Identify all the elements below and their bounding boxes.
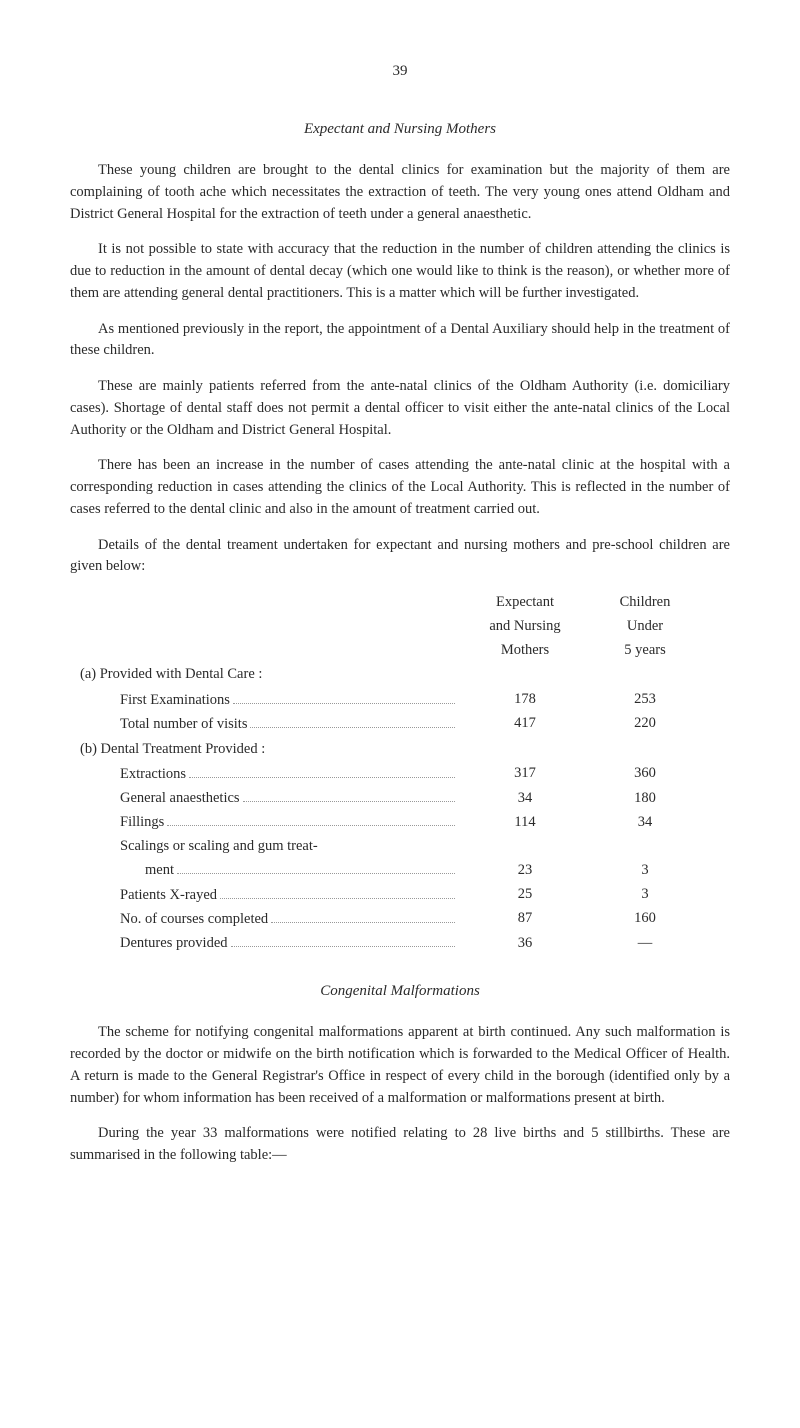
row-value-1: 417	[460, 713, 590, 735]
table-row: First Examinations 178 253	[70, 689, 730, 711]
row-label: First Examinations	[120, 690, 230, 712]
dotted-leader	[243, 788, 455, 803]
row-value-2	[590, 836, 700, 858]
paragraph-1: These young children are brought to the …	[70, 160, 730, 225]
section-title-2: Congenital Malformations	[70, 980, 730, 1003]
table-row: Scalings or scaling and gum treat-	[70, 836, 730, 858]
dotted-leader	[250, 713, 455, 728]
row-value-2: 160	[590, 908, 700, 930]
row-value-1: 36	[460, 933, 590, 955]
dotted-leader	[231, 933, 455, 948]
paragraph-5: There has been an increase in the number…	[70, 455, 730, 520]
row-value-2: 3	[590, 860, 700, 882]
row-label: Fillings	[120, 812, 164, 834]
page-number: 39	[70, 60, 730, 83]
row-value-1: 34	[460, 788, 590, 810]
dotted-leader	[233, 689, 455, 704]
paragraph-6: Details of the dental treament undertake…	[70, 535, 730, 579]
col2-header-line1: Children	[590, 592, 700, 614]
dotted-leader	[220, 884, 455, 899]
table-row: Dentures provided 36 —	[70, 933, 730, 955]
row-value-2: 3	[590, 884, 700, 906]
row-value-1: 87	[460, 908, 590, 930]
data-table: Expectant Children and Nursing Under Mot…	[70, 592, 730, 955]
col1-header-line1: Expectant	[460, 592, 590, 614]
row-value-2: 360	[590, 763, 700, 785]
table-header-row-3: Mothers 5 years	[70, 640, 730, 662]
row-value-1: 114	[460, 812, 590, 834]
table-row: Extractions 317 360	[70, 763, 730, 785]
row-value-1: 178	[460, 689, 590, 711]
table-row: General anaesthetics 34 180	[70, 788, 730, 810]
dotted-leader	[189, 763, 455, 778]
row-value-1	[460, 836, 590, 858]
row-label: No. of courses completed	[120, 909, 268, 931]
paragraph-4: These are mainly patients referred from …	[70, 376, 730, 441]
row-value-2: 34	[590, 812, 700, 834]
row-value-2: 180	[590, 788, 700, 810]
dotted-leader	[167, 812, 455, 827]
col1-header-line3: Mothers	[460, 640, 590, 662]
row-label: Scalings or scaling and gum treat-	[120, 836, 318, 858]
dotted-leader	[271, 908, 455, 923]
row-label: Patients X-rayed	[120, 885, 217, 907]
section-title-1: Expectant and Nursing Mothers	[70, 118, 730, 141]
col2-header-line2: Under	[590, 616, 700, 638]
row-label: ment	[145, 860, 174, 882]
table-row: No. of courses completed 87 160	[70, 908, 730, 930]
row-value-2: —	[590, 933, 700, 955]
subsection-a: (a) Provided with Dental Care :	[70, 664, 730, 686]
row-label: Dentures provided	[120, 933, 228, 955]
row-value-2: 253	[590, 689, 700, 711]
paragraph-7: The scheme for notifying congenital malf…	[70, 1022, 730, 1109]
table-header-row-1: Expectant Children	[70, 592, 730, 614]
subsection-b: (b) Dental Treatment Provided :	[70, 739, 730, 761]
row-value-1: 317	[460, 763, 590, 785]
col1-header-line2: and Nursing	[460, 616, 590, 638]
row-label: Total number of visits	[120, 714, 247, 736]
row-value-1: 25	[460, 884, 590, 906]
paragraph-3: As mentioned previously in the report, t…	[70, 319, 730, 363]
col2-header-line3: 5 years	[590, 640, 700, 662]
row-value-1: 23	[460, 860, 590, 882]
table-row: ment 23 3	[70, 860, 730, 882]
paragraph-2: It is not possible to state with accurac…	[70, 239, 730, 304]
table-row: Fillings 114 34	[70, 812, 730, 834]
row-value-2: 220	[590, 713, 700, 735]
table-row: Patients X-rayed 25 3	[70, 884, 730, 906]
paragraph-8: During the year 33 malformations were no…	[70, 1123, 730, 1167]
dotted-leader	[177, 860, 455, 875]
row-label: General anaesthetics	[120, 788, 240, 810]
row-label: Extractions	[120, 764, 186, 786]
table-header-row-2: and Nursing Under	[70, 616, 730, 638]
table-row: Total number of visits 417 220	[70, 713, 730, 735]
